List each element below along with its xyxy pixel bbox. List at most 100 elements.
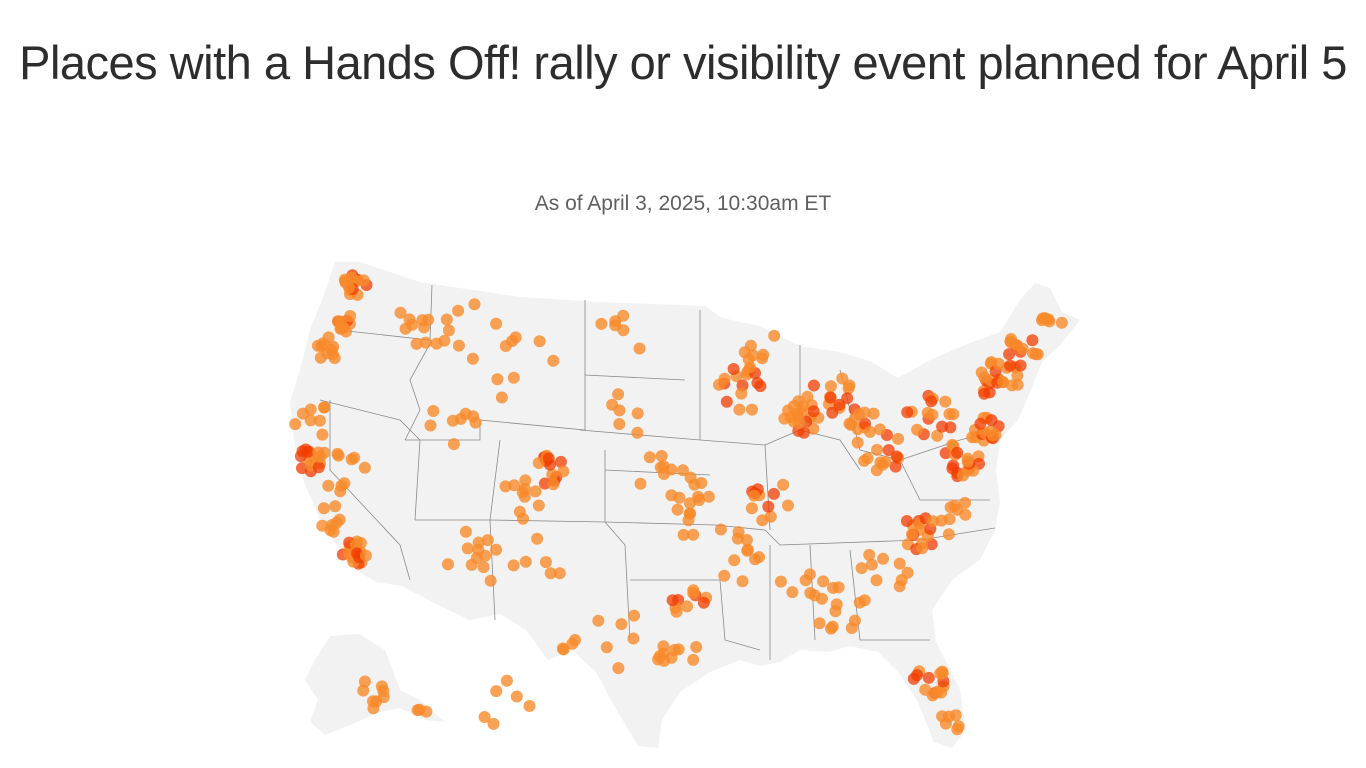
event-marker <box>316 519 329 532</box>
event-marker <box>613 404 626 417</box>
event-marker <box>569 634 581 646</box>
event-marker <box>826 406 839 419</box>
event-marker <box>817 575 830 588</box>
event-marker <box>508 479 521 492</box>
event-marker <box>465 558 478 571</box>
event-marker <box>987 429 999 442</box>
event-marker <box>732 526 745 539</box>
event-marker <box>978 371 991 384</box>
event-marker <box>807 405 820 418</box>
event-marker <box>907 672 920 685</box>
event-marker <box>871 443 884 456</box>
event-marker <box>978 387 991 400</box>
event-marker <box>440 313 453 326</box>
event-marker <box>655 450 668 462</box>
event-marker <box>944 501 957 514</box>
event-marker <box>845 622 858 634</box>
event-marker <box>359 549 372 562</box>
event-marker <box>951 446 964 459</box>
state-border <box>329 400 411 581</box>
event-marker <box>615 618 628 631</box>
event-marker <box>628 609 640 622</box>
event-marker <box>413 703 426 716</box>
event-marker <box>643 451 656 464</box>
event-marker <box>513 505 526 518</box>
event-marker <box>777 478 790 491</box>
event-marker <box>634 477 647 490</box>
event-marker <box>468 298 481 311</box>
event-marker <box>757 348 770 361</box>
event-marker <box>406 318 419 331</box>
event-marker <box>410 337 423 350</box>
event-marker <box>889 460 902 473</box>
event-marker <box>484 574 497 587</box>
event-marker <box>487 717 500 730</box>
event-marker <box>870 574 883 587</box>
event-marker <box>893 557 906 570</box>
event-marker <box>916 542 929 555</box>
event-marker <box>491 373 504 386</box>
event-marker <box>900 515 913 527</box>
state-border <box>489 439 501 521</box>
event-marker <box>339 275 352 288</box>
event-marker <box>609 315 622 328</box>
event-marker <box>532 457 545 469</box>
alaska-land <box>305 634 445 735</box>
event-marker <box>516 486 529 499</box>
event-marker <box>824 380 837 393</box>
event-marker <box>325 343 338 356</box>
state-border <box>604 521 631 641</box>
event-marker <box>939 447 952 460</box>
event-marker <box>312 461 325 474</box>
event-marker <box>654 461 667 474</box>
event-marker <box>459 525 472 538</box>
event-marker <box>424 419 437 432</box>
event-marker <box>506 335 519 347</box>
event-marker <box>774 575 787 588</box>
event-marker <box>357 684 370 697</box>
event-marker <box>447 438 460 451</box>
event-marker <box>318 401 331 414</box>
event-marker <box>631 407 644 420</box>
event-marker <box>358 675 371 688</box>
event-marker <box>438 334 451 347</box>
event-marker <box>519 474 532 487</box>
chart-title: Places with a Hands Off! rally or visibi… <box>19 36 1347 89</box>
event-marker <box>544 567 557 580</box>
event-marker <box>322 331 335 344</box>
event-marker <box>442 558 454 571</box>
event-marker <box>702 490 715 503</box>
event-marker <box>767 487 780 500</box>
event-marker <box>906 528 918 541</box>
event-marker <box>690 641 703 653</box>
event-marker <box>778 412 791 425</box>
state-border <box>849 549 930 641</box>
event-marker <box>322 479 335 492</box>
event-marker <box>507 371 520 384</box>
event-marker <box>683 497 696 510</box>
event-marker <box>803 568 816 581</box>
event-marker <box>718 569 731 582</box>
event-marker <box>344 310 357 322</box>
event-marker <box>348 451 361 464</box>
event-marker <box>952 720 965 733</box>
event-marker <box>442 324 455 337</box>
event-marker <box>500 674 513 687</box>
event-marker <box>714 523 727 536</box>
event-marker <box>1036 314 1048 327</box>
event-marker <box>1014 359 1027 372</box>
event-marker <box>727 363 740 375</box>
event-marker <box>830 598 843 611</box>
event-marker <box>665 651 678 664</box>
event-marker <box>612 388 625 401</box>
event-marker <box>682 514 695 527</box>
event-marker <box>627 632 640 645</box>
event-marker <box>296 407 309 420</box>
event-marker <box>922 671 935 684</box>
event-marker <box>507 559 520 572</box>
event-marker <box>539 556 552 569</box>
event-marker <box>733 403 746 416</box>
event-marker <box>855 562 868 575</box>
event-marker <box>416 314 429 327</box>
event-marker <box>676 464 689 477</box>
